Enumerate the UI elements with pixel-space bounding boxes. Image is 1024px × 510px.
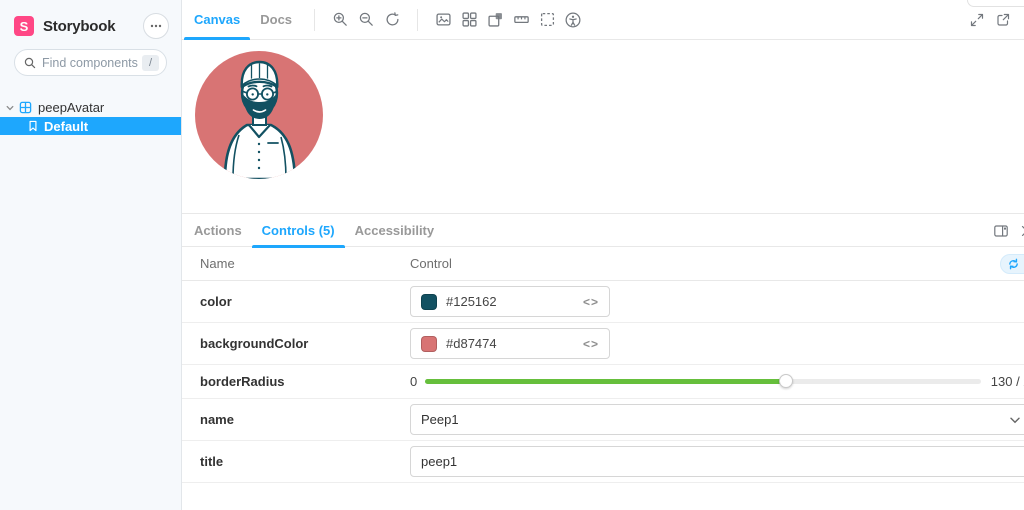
accessibility-vision-button[interactable]: [560, 0, 586, 40]
panel-position-icon: [994, 224, 1008, 237]
viewport-icon: [487, 13, 502, 27]
tab-accessibility-label: Accessibility: [354, 223, 435, 238]
brand-name: Storybook: [43, 17, 116, 35]
main-area: Canvas Docs: [182, 0, 1024, 510]
panel-position-button[interactable]: [988, 214, 1014, 247]
story-label: Default: [44, 118, 89, 134]
search-input[interactable]: Find components /: [14, 49, 167, 76]
tab-docs[interactable]: Docs: [250, 0, 302, 40]
control-row-color: color #125162 <>: [182, 281, 1024, 323]
control-name-label: borderRadius: [200, 374, 285, 389]
sidebar-item-peepavatar[interactable]: peepAvatar: [0, 99, 181, 116]
controls-table-header: Name Control: [182, 247, 1024, 281]
peep-avatar-illustration: [195, 51, 323, 179]
control-row-name: name Peep1: [182, 399, 1024, 441]
slider-min-label: 0: [410, 374, 418, 389]
tab-actions-label: Actions: [194, 223, 242, 238]
column-header-control: Control: [410, 256, 452, 271]
addon-panel-tabs: Actions Controls (5) Accessibility: [182, 214, 1024, 248]
caret-down-icon[interactable]: [6, 104, 14, 112]
logo-letter: S: [19, 18, 29, 34]
outline-icon: [540, 12, 554, 27]
code-icon[interactable]: <>: [582, 336, 599, 351]
color-value: #d87474: [446, 336, 497, 351]
zoom-reset-icon: [386, 12, 399, 26]
grid-icon: [461, 12, 477, 27]
zoom-in-button[interactable]: [327, 0, 353, 40]
color-picker-background[interactable]: #d87474 <>: [410, 328, 610, 359]
open-new-tab-button[interactable]: [990, 0, 1016, 40]
chevron-down-icon: [1010, 417, 1020, 424]
grid-toggle-button[interactable]: [456, 0, 482, 40]
tab-controls[interactable]: Controls (5): [251, 214, 345, 248]
background-icon: [435, 13, 451, 26]
outline-button[interactable]: [534, 0, 560, 40]
control-name-label: backgroundColor: [200, 336, 309, 351]
close-panel-button[interactable]: [1014, 214, 1024, 247]
search-shortcut-badge: /: [142, 54, 159, 71]
name-select-value: Peep1: [421, 412, 459, 427]
zoom-in-icon: [333, 12, 347, 26]
toolbar: Canvas Docs: [182, 0, 1024, 40]
background-toggle-button[interactable]: [430, 0, 456, 40]
story-tree: peepAvatar Default: [0, 99, 181, 135]
tab-accessibility[interactable]: Accessibility: [345, 214, 445, 247]
measure-icon: [513, 16, 529, 24]
zoom-out-button[interactable]: [353, 0, 379, 40]
toolbar-divider: [417, 8, 419, 31]
sidebar: S Storybook Find components /: [0, 0, 182, 510]
close-icon: [1021, 225, 1024, 236]
sidebar-item-default[interactable]: Default: [0, 117, 181, 135]
accessibility-icon: [565, 12, 581, 27]
tab-canvas-label: Canvas: [194, 11, 241, 27]
control-name-label: name: [200, 412, 234, 427]
toolbar-divider: [314, 8, 316, 31]
storybook-logo: S: [14, 16, 34, 36]
active-tab-underline: [251, 245, 345, 248]
title-input[interactable]: [410, 446, 1024, 477]
sidebar-menu-button[interactable]: [143, 13, 169, 39]
bookmark-icon: [29, 120, 37, 132]
zoom-out-icon: [359, 12, 373, 26]
color-picker-color[interactable]: #125162 <>: [410, 286, 610, 317]
color-swatch: [421, 293, 437, 310]
popup-fragment: [967, 0, 1024, 7]
name-select[interactable]: Peep1: [410, 404, 1024, 435]
control-row-border-radius: borderRadius 0 130 / 200: [182, 365, 1024, 399]
peep-avatar: [195, 51, 323, 179]
addon-panel: Actions Controls (5) Accessibility: [182, 213, 1024, 510]
border-radius-slider[interactable]: [425, 374, 981, 388]
active-tab-underline: [184, 36, 251, 40]
tab-controls-label: Controls (5): [261, 223, 335, 238]
tab-actions[interactable]: Actions: [184, 214, 252, 247]
sync-icon: [1009, 258, 1018, 270]
viewport-button[interactable]: [482, 0, 508, 40]
open-new-tab-icon: [997, 13, 1010, 26]
search-icon: [24, 57, 36, 68]
ellipsis-icon: [150, 24, 162, 28]
tab-docs-label: Docs: [260, 11, 293, 27]
column-header-name: Name: [200, 256, 235, 271]
control-name-label: title: [200, 454, 224, 469]
fullscreen-icon: [970, 13, 984, 26]
slider-value-label: 130 / 200: [990, 374, 1024, 389]
preview-canvas: [182, 40, 1024, 213]
control-row-title: title: [182, 441, 1024, 483]
slider-fill: [425, 379, 787, 384]
control-name-label: color: [200, 294, 232, 309]
color-value: #125162: [446, 294, 497, 309]
search-placeholder: Find components: [42, 55, 138, 70]
component-icon: [19, 101, 32, 114]
component-label: peepAvatar: [38, 100, 105, 115]
code-icon[interactable]: <>: [582, 294, 599, 309]
tab-canvas[interactable]: Canvas: [184, 0, 251, 40]
slider-thumb[interactable]: [779, 374, 794, 388]
measure-button[interactable]: [508, 0, 534, 40]
reset-controls-button[interactable]: [1000, 254, 1024, 274]
color-swatch: [421, 335, 437, 352]
control-row-background-color: backgroundColor #d87474 <>: [182, 323, 1024, 365]
zoom-reset-button[interactable]: [379, 0, 405, 40]
fullscreen-button[interactable]: [964, 0, 990, 40]
